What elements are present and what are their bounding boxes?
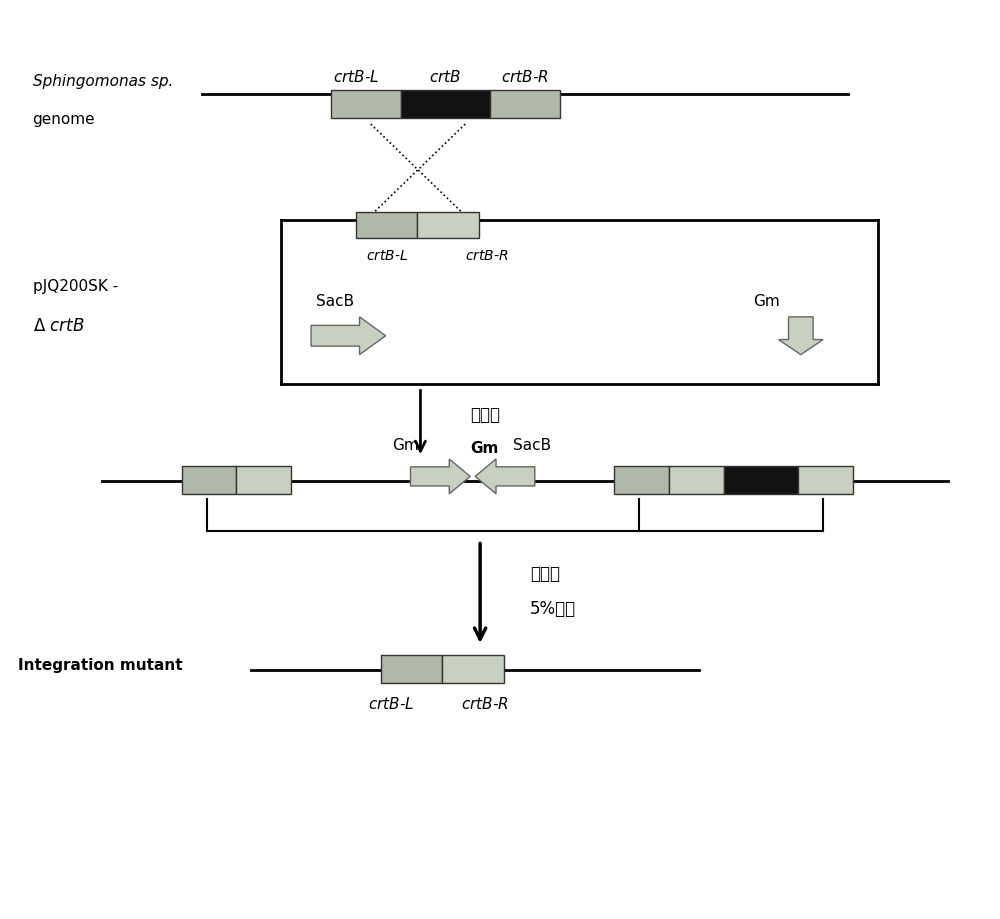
Text: pJQ200SK -: pJQ200SK - bbox=[33, 278, 118, 293]
Text: 单交换: 单交换 bbox=[470, 406, 500, 424]
Text: $crtB$-L: $crtB$-L bbox=[368, 695, 414, 710]
FancyBboxPatch shape bbox=[381, 655, 442, 683]
Text: Integration mutant: Integration mutant bbox=[18, 657, 182, 673]
Text: $crtB$-L: $crtB$-L bbox=[366, 249, 408, 263]
FancyBboxPatch shape bbox=[669, 467, 724, 494]
Polygon shape bbox=[411, 460, 470, 494]
Text: SacB: SacB bbox=[316, 293, 354, 309]
Text: $crtB$-R: $crtB$-R bbox=[465, 249, 509, 263]
Text: Sphingomonas sp.: Sphingomonas sp. bbox=[33, 74, 173, 89]
FancyBboxPatch shape bbox=[724, 467, 798, 494]
Text: $crtB$-R: $crtB$-R bbox=[461, 695, 509, 710]
Polygon shape bbox=[475, 460, 535, 494]
Text: Gm: Gm bbox=[754, 293, 780, 309]
Text: 5%蔗糖: 5%蔗糖 bbox=[530, 599, 576, 618]
Text: Gm: Gm bbox=[470, 440, 499, 455]
Text: $crtB$-R: $crtB$-R bbox=[501, 69, 549, 85]
Text: genome: genome bbox=[33, 112, 95, 127]
Polygon shape bbox=[311, 318, 386, 356]
FancyBboxPatch shape bbox=[236, 467, 291, 494]
Text: Gm: Gm bbox=[392, 437, 419, 452]
FancyBboxPatch shape bbox=[442, 655, 504, 683]
FancyBboxPatch shape bbox=[401, 91, 490, 119]
Text: $\Delta$ $crtB$: $\Delta$ $crtB$ bbox=[33, 316, 84, 335]
Text: SacB: SacB bbox=[513, 437, 551, 452]
FancyBboxPatch shape bbox=[614, 467, 669, 494]
Polygon shape bbox=[778, 318, 823, 356]
Text: 双交换: 双交换 bbox=[530, 564, 560, 583]
FancyBboxPatch shape bbox=[356, 213, 417, 239]
FancyBboxPatch shape bbox=[182, 467, 236, 494]
FancyBboxPatch shape bbox=[798, 467, 853, 494]
Text: $crtB$: $crtB$ bbox=[429, 69, 461, 85]
Text: $crtB$-L: $crtB$-L bbox=[333, 69, 379, 85]
FancyBboxPatch shape bbox=[490, 91, 560, 119]
FancyBboxPatch shape bbox=[417, 213, 479, 239]
FancyBboxPatch shape bbox=[331, 91, 401, 119]
